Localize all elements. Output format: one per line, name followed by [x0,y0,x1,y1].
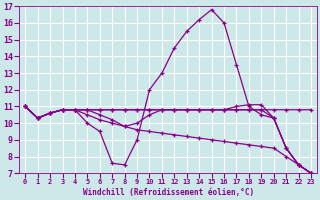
X-axis label: Windchill (Refroidissement éolien,°C): Windchill (Refroidissement éolien,°C) [83,188,254,197]
